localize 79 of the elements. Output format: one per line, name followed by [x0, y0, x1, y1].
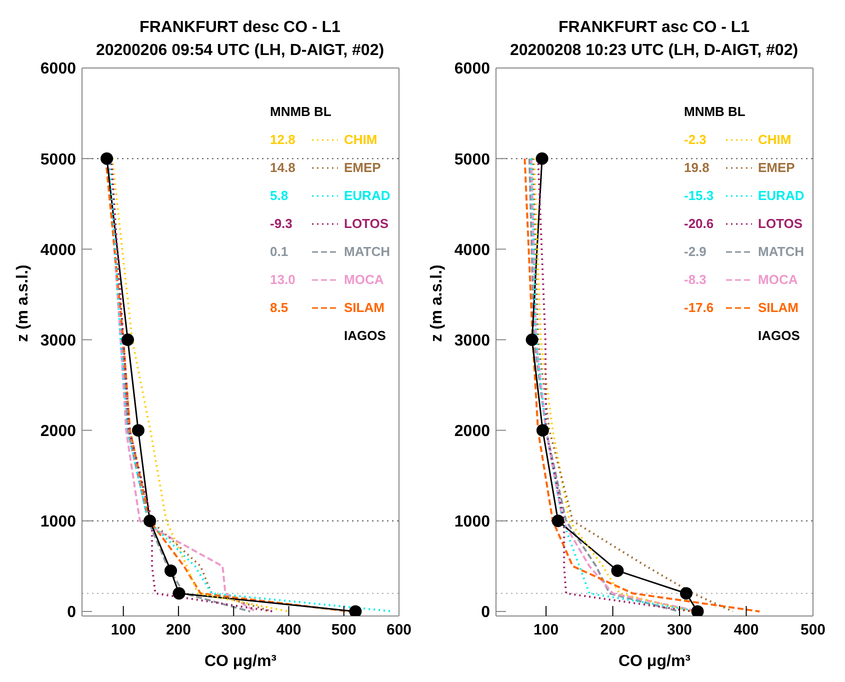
annotation: -15.3 [683, 187, 715, 205]
annotation: -2.3 [683, 131, 708, 149]
y-tick-label: 6000 [454, 60, 490, 78]
annotation: 12.8 [269, 131, 296, 149]
point [122, 333, 134, 346]
point [349, 605, 362, 616]
point [680, 587, 692, 600]
legend-label: SILAM [758, 299, 798, 317]
annotation: -20.6 [683, 215, 715, 233]
x-tick-label: 400 [734, 622, 759, 639]
point [132, 424, 144, 437]
annotation: 14.8 [269, 159, 296, 177]
point [172, 587, 186, 600]
y-axis-title: z (m a.s.l.) [428, 264, 446, 342]
x-tick-label: 300 [221, 622, 246, 639]
legend-label: MATCH [758, 243, 804, 261]
y-tick-label: 6000 [40, 60, 76, 78]
text: IAGOS [758, 327, 800, 345]
annotation: -2.9 [683, 243, 708, 261]
legend-label: MATCH [344, 243, 390, 261]
legend-label: MOCA [344, 271, 384, 289]
chart-subtitle: 20200206 09:54 UTC (LH, D-AIGT, #02) [94, 41, 386, 61]
annotation: 5.8 [269, 187, 290, 205]
legend-label: EMEP [758, 159, 795, 177]
y-tick-label: 4000 [40, 242, 76, 259]
annotation: -17.6 [683, 299, 715, 317]
annotation: 0.1 [269, 243, 290, 261]
legend-label: EURAD [344, 187, 390, 205]
legend-label: LOTOS [344, 215, 389, 233]
annotation: 19.8 [683, 159, 710, 177]
x-tick-label: 100 [534, 622, 559, 639]
point [691, 605, 704, 616]
y-tick-label: 1000 [40, 514, 76, 531]
x-tick-label: 200 [166, 622, 191, 639]
x-axis-title: CO μg/m³ [204, 653, 277, 670]
y-tick-label: 4000 [454, 242, 490, 259]
y-axis-title: z (m a.s.l.) [14, 264, 32, 342]
legend-label: EURAD [758, 187, 804, 205]
legend-label: MOCA [758, 271, 798, 289]
point [536, 152, 548, 165]
y-tick-label: 2000 [40, 422, 76, 440]
point [536, 424, 549, 437]
annotation: -9.3 [269, 215, 294, 233]
y-tick-label: 5000 [40, 151, 76, 168]
chart-title: FRANKFURT desc CO - L1 [138, 18, 342, 38]
y-tick-label: 2000 [454, 422, 490, 440]
x-tick-label: 100 [110, 622, 136, 639]
x-tick-label: 500 [800, 622, 826, 639]
text: IAGOS [344, 327, 386, 345]
legend-label: CHIM [758, 131, 792, 149]
x-tick-label: 300 [667, 622, 692, 639]
legend-title: MNMB BL [269, 103, 332, 121]
y-tick-label: 3000 [454, 332, 490, 350]
x-tick-label: 200 [600, 622, 626, 639]
y-tick-label: 3000 [40, 332, 76, 350]
y-tick-label: 1000 [454, 514, 490, 531]
annotation: -8.3 [683, 271, 708, 289]
x-axis-title: CO μg/m³ [618, 653, 691, 670]
x-tick-label: 600 [386, 622, 412, 639]
point [526, 333, 538, 346]
point [100, 152, 114, 165]
y-tick-label: 5000 [454, 151, 490, 168]
annotation: 13.0 [269, 271, 296, 289]
point [552, 514, 564, 528]
x-tick-label: 500 [331, 622, 356, 639]
point [144, 514, 156, 528]
legend-title: MNMB BL [683, 103, 746, 121]
chart-subtitle: 20200208 10:23 UTC (LH, D-AIGT, #02) [508, 41, 800, 61]
legend-label: EMEP [344, 159, 381, 177]
chart-title: FRANKFURT asc CO - L1 [557, 18, 751, 38]
point [611, 564, 624, 577]
x-tick-label: 400 [276, 622, 302, 639]
legend-label: CHIM [344, 131, 378, 149]
annotation: 8.5 [269, 299, 290, 317]
legend-label: SILAM [344, 299, 384, 317]
y-tick-label: 0 [481, 604, 490, 622]
point [164, 564, 178, 577]
legend-label: LOTOS [758, 215, 803, 233]
y-tick-label: 0 [67, 604, 76, 622]
